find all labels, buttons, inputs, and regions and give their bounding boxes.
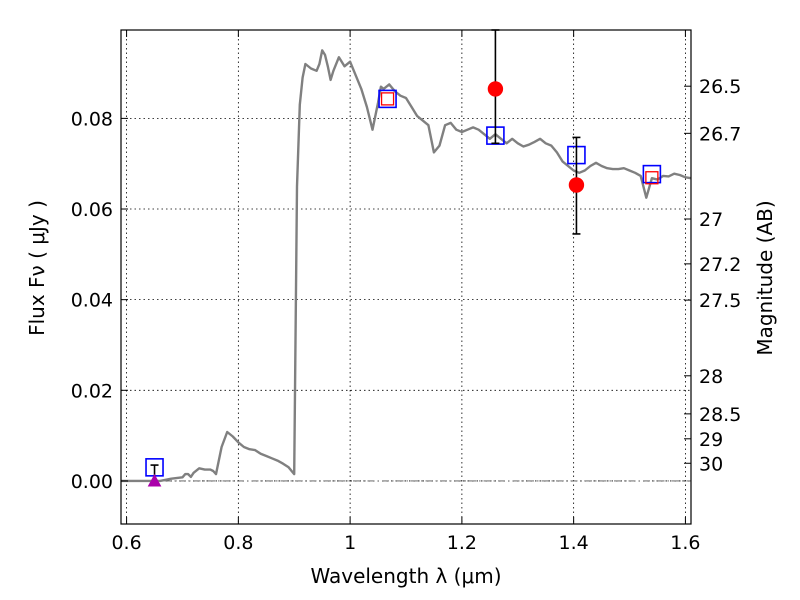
observed-photometry-square: [380, 92, 395, 106]
mag-tick-label: 27: [699, 209, 723, 231]
y-axis-label: Flux Fν ( μJy ): [25, 200, 49, 336]
photometry-markers-layer: [145, 29, 662, 487]
mag-tick-label: 26.7: [699, 123, 741, 145]
x-tick-label: 0.8: [223, 532, 253, 554]
y-tick-label: 0.04: [71, 290, 113, 312]
x-tick-label: 1.2: [447, 532, 477, 554]
mag-tick-label: 27.5: [699, 290, 741, 312]
mag-tick-label: 29: [699, 429, 723, 451]
observed-photometry-square: [645, 171, 659, 185]
x-axis-label: Wavelength λ (μm): [310, 564, 501, 588]
x-tick-label: 1.4: [559, 532, 589, 554]
axis-ticks: 0.6 0.8 1 1.2 1.4 1.6 0.00 0.02 0.04 0.06 0.08 26.5…: [71, 30, 741, 554]
detection-point: [487, 81, 504, 97]
y-tick-label: 0.06: [71, 199, 113, 221]
model-spectrum-layer: [121, 49, 692, 483]
model-spectrum-line: [121, 49, 692, 483]
y-tick-label: 0.08: [71, 108, 113, 130]
mag-tick-label: 28: [699, 366, 723, 388]
mag-tick-label: 27.2: [699, 254, 741, 276]
x-tick-label: 0.6: [111, 532, 141, 554]
x-tick-label: 1: [344, 532, 356, 554]
x-tick-label: 1.6: [670, 532, 700, 554]
mag-tick-label: 30: [699, 453, 723, 475]
y-tick-label: 0.00: [71, 471, 113, 493]
mag-tick-label: 26.5: [699, 76, 741, 98]
mag-tick-label: 28.5: [699, 404, 741, 426]
detection-point: [568, 177, 585, 193]
y-tick-label: 0.02: [71, 380, 113, 402]
plot-frame: [120, 29, 692, 525]
model-photometry-square: [642, 164, 662, 184]
gridlines: [121, 30, 691, 524]
upper-limit-triangle: [147, 473, 162, 487]
model-photometry-square: [378, 89, 397, 109]
right-axis-label: Magnitude (AB): [753, 200, 777, 355]
